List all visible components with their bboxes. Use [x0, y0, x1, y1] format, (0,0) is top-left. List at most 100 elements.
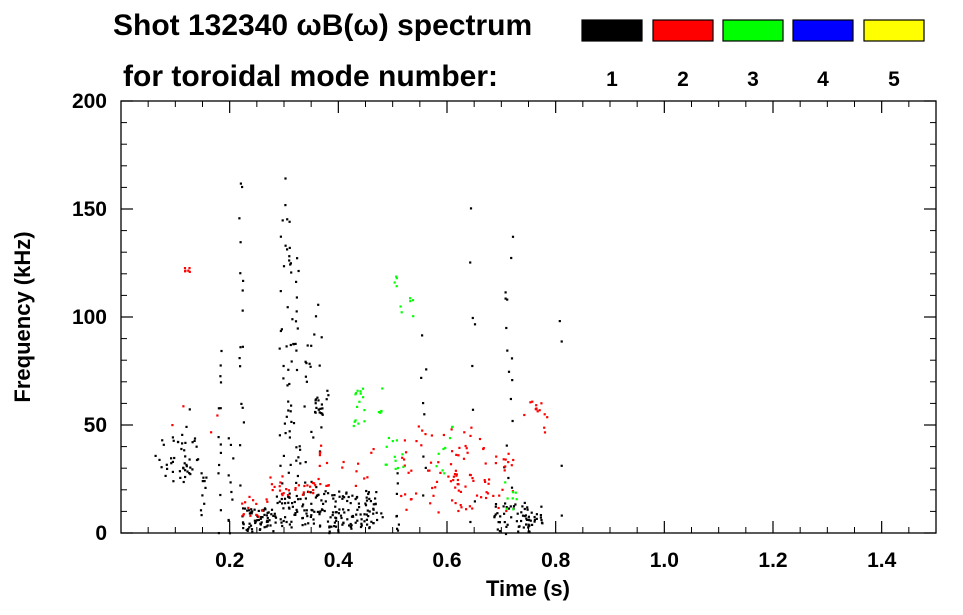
data-point — [403, 439, 406, 442]
data-point — [395, 492, 398, 495]
data-point — [314, 402, 317, 405]
data-point — [511, 235, 515, 238]
data-point — [464, 444, 467, 448]
data-point — [536, 410, 539, 413]
data-point — [527, 515, 530, 518]
data-point — [504, 481, 507, 484]
data-point — [454, 469, 457, 472]
data-point — [219, 381, 223, 384]
data-point — [421, 334, 424, 337]
data-point — [359, 525, 363, 529]
data-point — [318, 513, 321, 516]
data-point — [301, 493, 304, 496]
data-point — [203, 480, 206, 483]
data-point — [431, 486, 434, 490]
data-point — [284, 432, 287, 435]
data-point — [295, 459, 298, 462]
data-point — [506, 523, 509, 526]
data-point — [506, 497, 509, 500]
data-point — [309, 515, 312, 518]
data-point — [289, 410, 292, 413]
data-point — [311, 481, 314, 485]
data-point — [509, 397, 512, 401]
data-point — [510, 486, 514, 489]
data-point — [364, 502, 367, 505]
data-point — [257, 509, 260, 512]
data-point — [409, 300, 412, 303]
data-point — [281, 482, 284, 485]
data-point — [523, 413, 526, 417]
data-point — [319, 483, 322, 486]
data-point — [265, 498, 268, 501]
data-point — [471, 507, 474, 510]
plot-area: 0 50 100 150 200 0.2 0.4 0.6 0.8 1.0 1.2 1.4 — [72, 90, 937, 572]
data-point — [285, 488, 288, 491]
data-point — [280, 521, 283, 524]
data-point — [203, 502, 206, 505]
data-point — [289, 343, 292, 347]
data-point — [512, 491, 515, 494]
data-point — [259, 528, 262, 531]
data-point — [270, 513, 273, 516]
x-tick-label: 1.0 — [650, 549, 679, 572]
data-point — [197, 458, 200, 461]
data-point — [184, 441, 187, 444]
data-point — [366, 523, 369, 526]
data-point — [411, 299, 415, 302]
data-point — [241, 309, 244, 312]
data-point — [372, 522, 375, 525]
data-point — [272, 514, 275, 517]
data-point — [297, 456, 300, 459]
data-point — [345, 491, 348, 494]
data-point — [327, 484, 330, 487]
data-point — [320, 426, 323, 429]
data-point — [354, 484, 357, 487]
data-point — [351, 494, 354, 497]
data-point — [403, 464, 406, 467]
data-point — [184, 455, 187, 458]
data-point — [372, 507, 375, 510]
data-point — [452, 475, 455, 478]
data-point — [360, 518, 363, 521]
data-point — [281, 524, 284, 528]
data-point — [239, 444, 242, 447]
data-point — [352, 515, 355, 518]
data-point — [295, 368, 299, 372]
data-point — [269, 476, 272, 479]
data-point — [182, 467, 185, 470]
data-point — [457, 489, 460, 492]
data-point — [485, 491, 488, 494]
data-point — [415, 492, 418, 495]
data-point — [217, 472, 220, 475]
data-point — [298, 445, 301, 448]
data-point — [310, 480, 313, 483]
data-point — [384, 463, 387, 466]
y-tick-label: 50 — [84, 414, 107, 437]
data-point — [524, 514, 527, 517]
data-point — [186, 470, 189, 473]
data-point — [512, 458, 515, 462]
data-point — [193, 437, 197, 440]
legend-swatch-4 — [792, 19, 854, 42]
data-point — [333, 521, 336, 524]
data-point — [455, 453, 458, 456]
data-point — [422, 402, 425, 405]
data-point — [166, 467, 169, 470]
data-point — [482, 447, 485, 450]
data-point — [540, 518, 543, 522]
data-point — [466, 451, 469, 454]
data-point — [506, 349, 509, 352]
data-point — [180, 447, 183, 451]
data-point — [287, 489, 290, 492]
data-point — [319, 407, 322, 410]
data-point — [356, 508, 359, 511]
data-point — [352, 424, 355, 428]
data-point — [456, 478, 459, 482]
data-point — [185, 465, 188, 468]
data-point — [368, 510, 371, 513]
data-point — [185, 425, 188, 428]
data-point — [325, 484, 328, 487]
data-point — [457, 509, 460, 513]
data-point — [333, 525, 336, 528]
data-point — [326, 520, 330, 523]
